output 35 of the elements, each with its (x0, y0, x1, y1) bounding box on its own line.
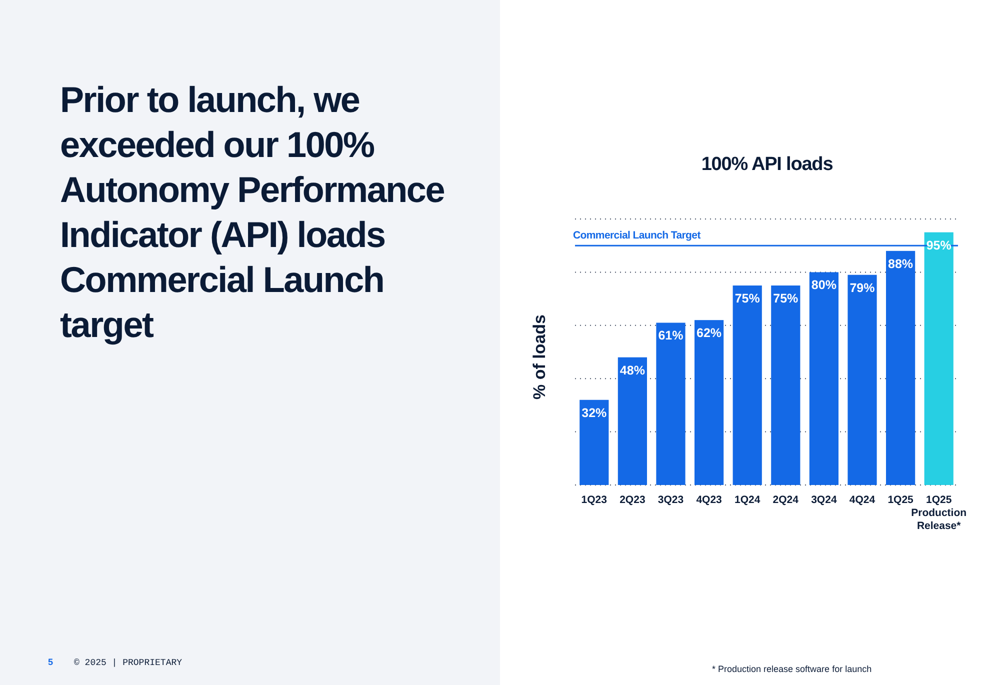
data-label: 32% (582, 406, 607, 420)
x-tick-label: 1Q25 (888, 494, 914, 506)
text: © 2025 | PROPRIETARY (74, 658, 183, 668)
data-label: 79% (850, 280, 875, 295)
text: * Production release software for launch (712, 664, 872, 674)
x-tick-label: 2Q23 (620, 494, 646, 506)
data-label: 80% (811, 278, 836, 292)
bar (886, 250, 916, 485)
text: 5 (48, 657, 54, 667)
data-label: 48% (620, 363, 645, 378)
x-tick-label: 3Q23 (658, 494, 684, 506)
bar (656, 322, 686, 485)
bar (848, 274, 877, 485)
ref-line-label: Commercial Launch Target (573, 230, 702, 242)
chart-title: 100% API loads (701, 154, 833, 175)
data-label: 95% (926, 238, 952, 252)
x-tick-label: 4Q24 (849, 494, 876, 506)
x-tick-label: 2Q24 (772, 494, 799, 506)
bar (618, 357, 648, 485)
bar (694, 320, 724, 485)
data-label: 75% (734, 292, 760, 306)
data-label: 61% (658, 328, 684, 343)
x-tick-label: 4Q23 (696, 494, 722, 506)
x-tick-label: 3Q24 (811, 494, 837, 506)
bar (924, 232, 954, 485)
x-tick-label: 1Q24 (734, 494, 760, 506)
bar (771, 286, 800, 485)
bar (732, 286, 762, 485)
data-label: 75% (773, 292, 798, 306)
text: Prior to launch, we exceeded our 100% Autonomy Performance Indicator (API) loads Commercial Launch target (60, 79, 444, 345)
x-tick-label: 1Q23 (581, 494, 608, 506)
data-label: 88% (888, 256, 914, 271)
y-axis-title: % of loads (530, 314, 549, 400)
bar (809, 272, 839, 485)
data-label: 62% (696, 326, 722, 340)
